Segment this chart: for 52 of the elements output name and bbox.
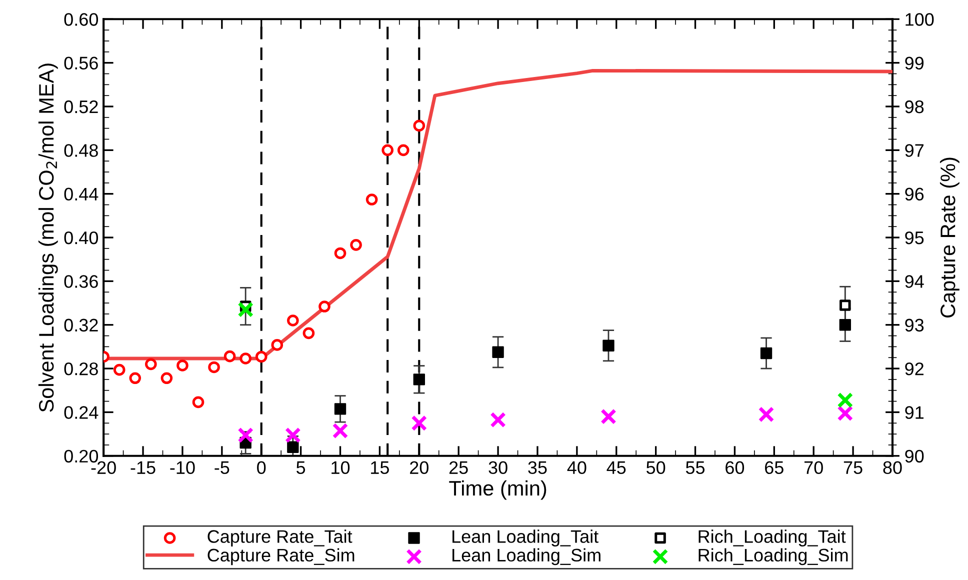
x-tick-label: -20 <box>91 461 116 474</box>
x-tick-label: 30 <box>488 461 508 474</box>
y-tick-label: 0.20 <box>64 450 98 463</box>
y-tick-label: 0.36 <box>64 275 98 288</box>
y-tick-label: 0.32 <box>64 318 98 332</box>
y-tick-label: 0.60 <box>64 13 98 26</box>
legend-label: Lean Loading_Sim <box>452 548 600 566</box>
x-tick-label: 65 <box>765 461 784 474</box>
y2-tick-label: 97 <box>905 144 924 157</box>
y2-axis-title: Capture Rate (%) <box>940 158 960 318</box>
y-tick-label: 0.24 <box>64 406 98 419</box>
y2-tick-label: 95 <box>905 231 924 244</box>
x-tick-label: 80 <box>883 461 902 474</box>
y-tick-label: 0.52 <box>64 100 98 114</box>
x-tick-label: 75 <box>844 461 862 474</box>
legend-label: Rich_Loading_Sim <box>698 548 848 566</box>
y2-tick-label: 99 <box>905 56 924 70</box>
x-tick-label: 40 <box>567 461 586 474</box>
legend-label: Lean Loading_Tait <box>452 530 598 546</box>
x-tick-label: 15 <box>371 461 389 474</box>
y-tick-label: 0.48 <box>64 144 98 157</box>
x-tick-label: -5 <box>214 461 230 474</box>
x-tick-label: 0 <box>257 461 266 474</box>
legend-label: Rich_Loading_Tait <box>698 530 846 546</box>
x-tick-label: 5 <box>296 461 306 474</box>
y-tick-label: 0.56 <box>64 56 98 70</box>
y-tick-label: 0.44 <box>64 188 98 201</box>
x-tick-label: 50 <box>646 461 666 474</box>
legend-label: Capture Rate_Tait <box>208 530 352 546</box>
y2-tick-label: 100 <box>906 13 934 26</box>
y2-tick-label: 94 <box>905 275 924 288</box>
y2-tick-label: 90 <box>905 450 924 463</box>
x-tick-label: 55 <box>686 461 705 474</box>
x-tick-label: -10 <box>170 461 195 474</box>
x-tick-label: 70 <box>804 461 823 474</box>
y2-tick-label: 93 <box>905 318 924 332</box>
y-tick-label: 0.40 <box>64 231 98 244</box>
y2-tick-label: 96 <box>905 188 924 201</box>
x-tick-label: 35 <box>528 461 547 474</box>
x-tick-label: 60 <box>726 461 744 474</box>
y-axis-title: Solvent Loadings (mol CO$_{2}$/mol MEA) <box>38 64 58 412</box>
y-tick-label: 0.28 <box>64 362 98 376</box>
x-axis-title: Time (min) <box>449 480 546 500</box>
y2-tick-label: 98 <box>905 100 924 114</box>
legend-label: Capture Rate_Sim <box>208 548 354 566</box>
x-tick-label: 20 <box>410 461 428 474</box>
x-tick-label: -15 <box>130 461 156 474</box>
y2-tick-label: 91 <box>905 406 924 419</box>
y2-tick-label: 92 <box>905 362 924 376</box>
x-tick-label: 25 <box>449 461 468 474</box>
x-tick-label: 45 <box>606 461 626 474</box>
x-tick-label: 10 <box>332 461 350 474</box>
